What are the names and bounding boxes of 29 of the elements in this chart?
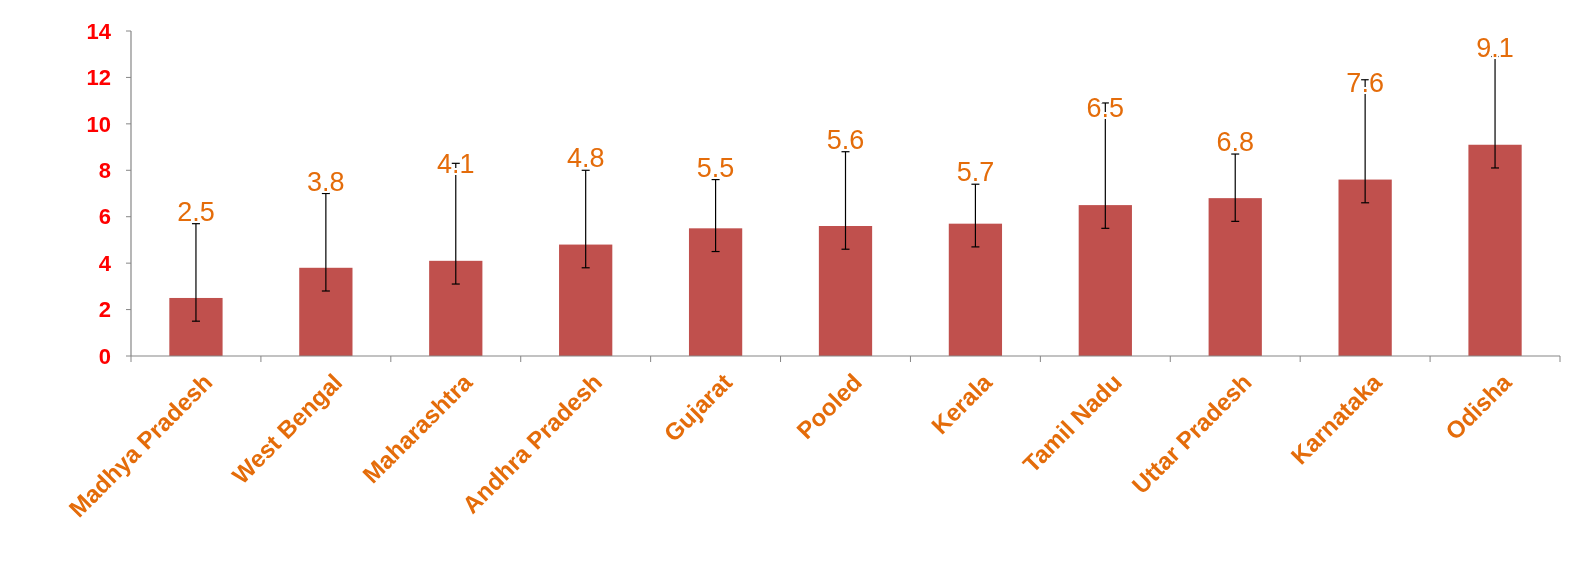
bar [559,244,613,356]
y-tick-label: 4 [98,250,112,276]
data-label: 2.5 [177,196,215,227]
data-label: 5.7 [956,157,995,188]
data-label: 6.8 [1216,127,1254,158]
data-label: 4.8 [566,143,605,174]
data-label: 9.1 [1476,32,1514,63]
data-label: 5.6 [826,124,865,155]
bar [299,267,353,356]
y-tick-label: 0 [98,343,111,369]
bar [1338,179,1392,356]
y-tick-label: 8 [98,157,111,183]
bar [948,223,1003,356]
y-tick-label: 6 [98,204,111,230]
y-tick-label: 10 [86,111,111,137]
data-label: 3.8 [307,166,345,197]
y-tick-label: 14 [86,18,112,44]
data-label: 5.5 [696,152,735,183]
bar [818,226,873,356]
y-tick-label: 12 [86,65,111,91]
bar [1078,205,1132,356]
data-label: 4.1 [437,148,475,179]
bar [1208,198,1262,356]
bar [688,228,743,356]
bar [169,297,223,356]
bar [429,260,483,356]
y-tick-label: 2 [98,297,111,323]
bar [1468,144,1522,356]
data-label: 7.6 [1346,67,1384,98]
